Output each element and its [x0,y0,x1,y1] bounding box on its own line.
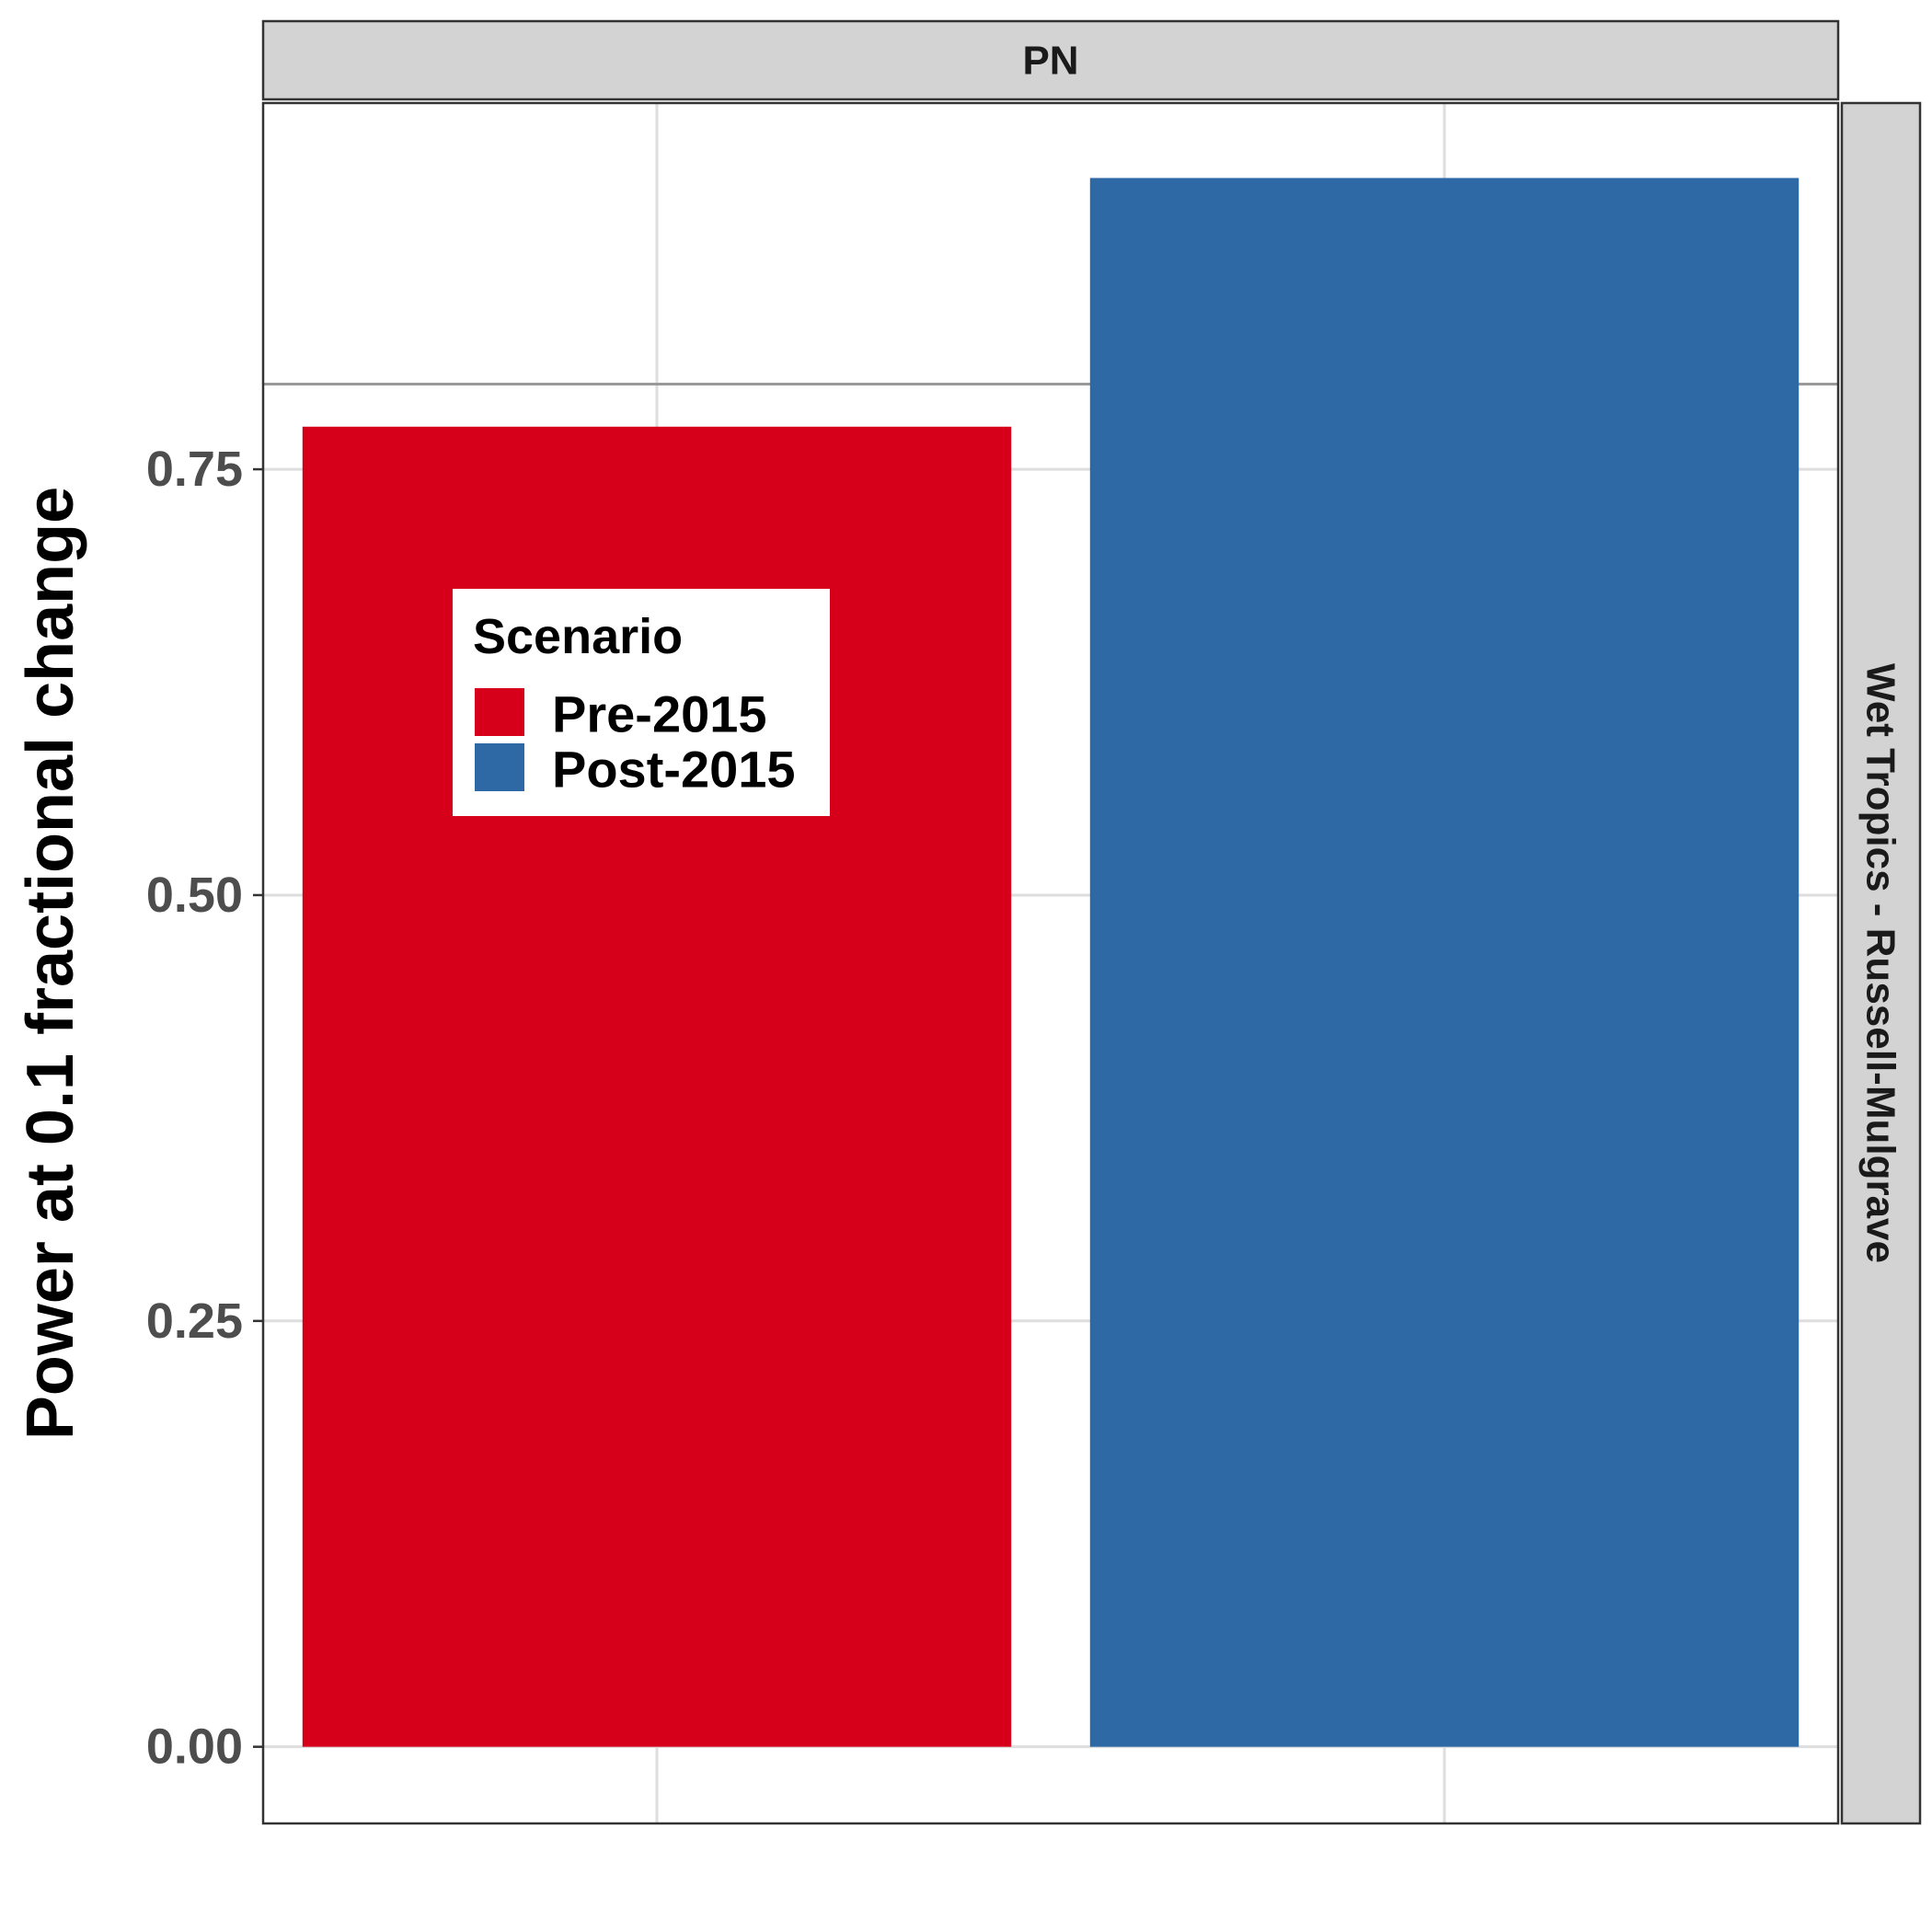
legend-key-post-2015 [475,743,524,791]
y-tick-label: 0.50 [146,868,243,923]
plot-panel-border [261,101,1840,1825]
y-axis-title: Power at 0.1 fractional change [14,487,87,1440]
facet-label-right: Wet Tropics - Russell-Mulgrave [1858,663,1903,1263]
facet-label-top: PN [1022,39,1078,84]
y-tick-label: 0.75 [146,442,243,497]
legend-label-pre-2015: Pre-2015 [552,685,767,743]
y-tick-label: 0.00 [146,1719,243,1775]
y-axis-ticks: 0.00 0.25 0.50 0.75 [146,442,263,1775]
legend: Scenario Pre-2015 Post-2015 [453,589,830,816]
legend-title: Scenario [473,609,683,664]
legend-key-pre-2015 [475,688,524,736]
y-tick-label: 0.25 [146,1294,243,1349]
facet-strip-top [261,19,1840,101]
legend-label-post-2015: Post-2015 [552,741,796,799]
facet-strip-right [1840,101,1922,1825]
bar-post-2015 [1089,178,1800,1747]
